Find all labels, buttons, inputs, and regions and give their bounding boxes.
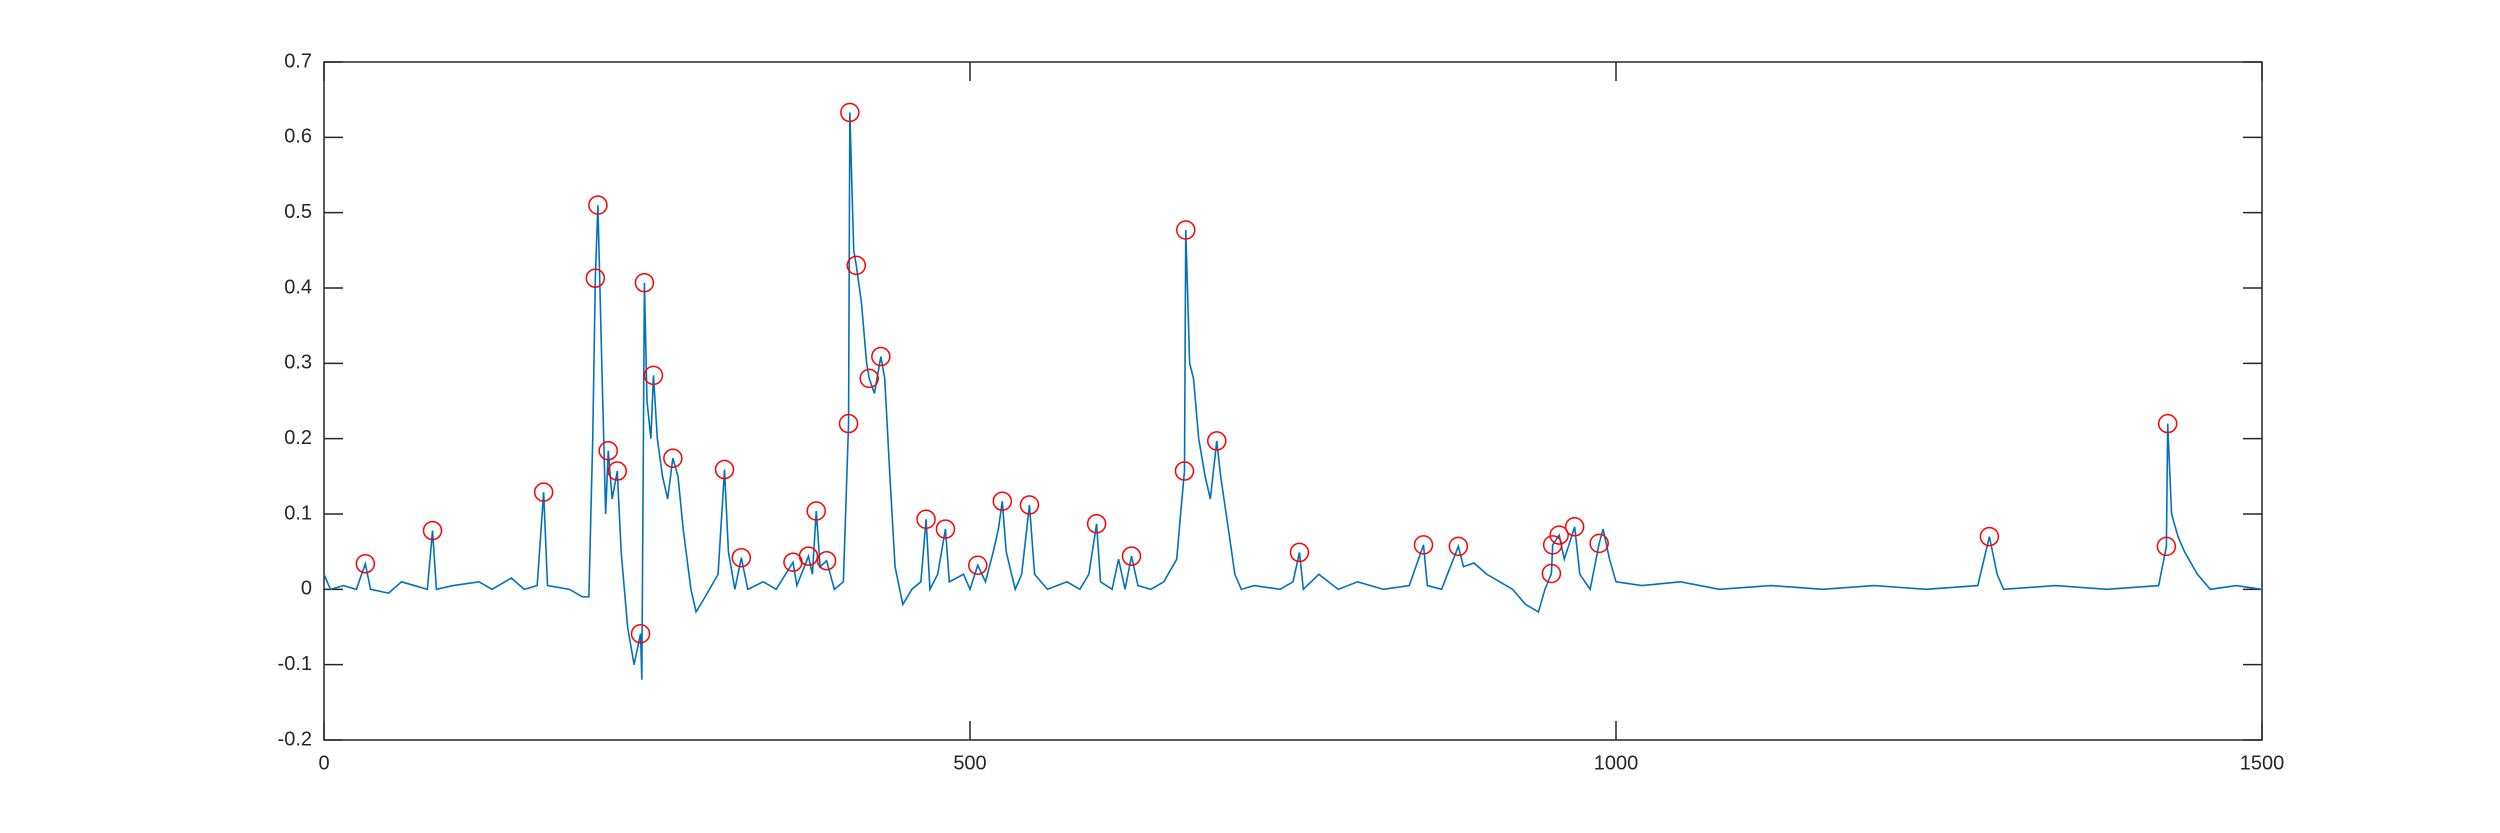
y-tick-label: 0.1: [284, 502, 312, 524]
peak-marker: [1542, 535, 1563, 555]
peak-marker: [1564, 517, 1585, 537]
peak-marker: [935, 519, 956, 539]
y-tick-label: 0.4: [284, 276, 312, 298]
x-tick-label: 1500: [2240, 752, 2285, 774]
peak-marker: [871, 346, 891, 367]
peak-marker: [731, 547, 752, 568]
peak-marker: [355, 553, 376, 574]
y-tick-label: 0.2: [284, 427, 312, 449]
peak-marker: [1121, 546, 1142, 566]
peak-marker: [598, 440, 618, 461]
peak-marker: [859, 368, 879, 389]
x-tick-label: 0: [318, 752, 329, 774]
peak-marker: [798, 546, 819, 566]
peak-marker: [1549, 525, 1569, 545]
peak-marker: [1176, 220, 1196, 240]
peak-marker: [422, 520, 443, 541]
peak-marker: [816, 550, 837, 571]
peak-marker: [1979, 526, 2000, 547]
peak-marker: [663, 448, 683, 469]
peak-marker: [968, 555, 988, 575]
peak-marker: [585, 268, 606, 288]
peak-marker: [533, 482, 554, 502]
peak-marker: [630, 624, 651, 644]
peak-marker: [2156, 536, 2177, 557]
peak-marker: [838, 413, 859, 434]
peak-marker: [634, 272, 655, 293]
y-tick-label: 0.6: [284, 126, 312, 148]
peak-marker: [2157, 413, 2178, 434]
peak-marker: [992, 491, 1013, 511]
peak-marker: [1413, 535, 1434, 555]
y-tick-label: -0.2: [278, 728, 312, 750]
y-tick-label: 0.3: [284, 352, 312, 374]
y-tick-label: 0.5: [284, 201, 312, 223]
peak-marker: [607, 461, 628, 481]
peak-marker: [1289, 542, 1310, 563]
peak-marker: [643, 365, 664, 386]
peak-marker: [916, 509, 936, 530]
peak-marker: [846, 255, 867, 276]
peak-marker: [1019, 495, 1040, 515]
y-tick-label: -0.1: [278, 653, 312, 675]
y-tick-label: 0: [301, 578, 312, 600]
peak-marker: [1207, 431, 1227, 451]
peak-marker: [840, 102, 860, 123]
x-tick-label: 1000: [1594, 752, 1639, 774]
peak-marker: [588, 195, 608, 215]
peak-marker: [1174, 461, 1195, 481]
y-tick-label: 0.7: [284, 50, 312, 72]
peak-marker: [1541, 563, 1562, 584]
peak-marker: [714, 459, 735, 480]
x-tick-label: 500: [953, 752, 986, 774]
data-line: [323, 112, 2263, 680]
peak-marker: [806, 501, 827, 521]
peak-marker: [1448, 536, 1469, 557]
plot-area: [323, 61, 2263, 741]
peak-marker: [1589, 533, 1609, 554]
peak-marker: [1086, 514, 1107, 534]
